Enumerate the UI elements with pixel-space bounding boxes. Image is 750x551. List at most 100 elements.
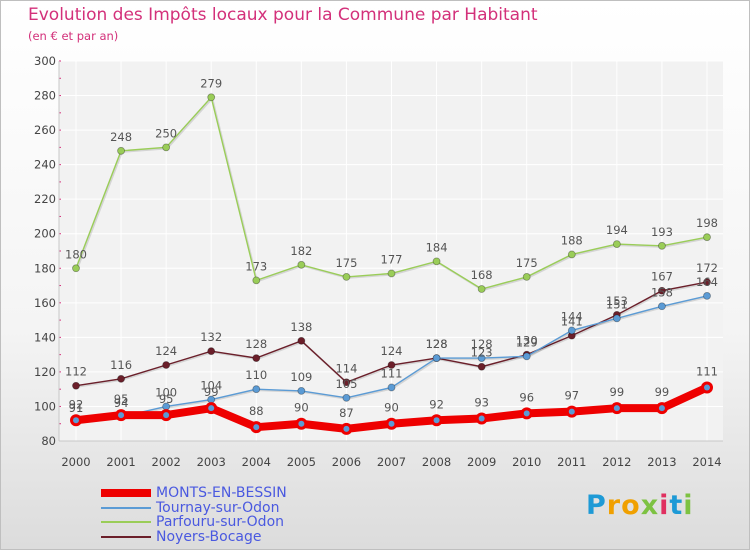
- data-label-3: 116: [110, 358, 132, 372]
- data-point-1: [252, 385, 261, 394]
- data-label-0: 99: [204, 385, 219, 399]
- data-label-2: 194: [606, 223, 628, 237]
- data-point-inner-0: [568, 408, 575, 415]
- logo-letter: P: [586, 490, 607, 521]
- data-point-3: [658, 286, 666, 295]
- data-point-2: [432, 257, 441, 266]
- data-point-2: [522, 273, 531, 281]
- data-point-3: [387, 361, 396, 369]
- x-tick-label: 2000: [61, 455, 90, 469]
- chart-title: Evolution des Impôts locaux pour la Comm…: [28, 5, 538, 25]
- data-point-inner-0: [613, 405, 620, 412]
- data-label-0: 90: [294, 401, 309, 415]
- data-point-2: [117, 146, 125, 155]
- chart-legend: MONTS-EN-BESSIN Tournay-sur-Odon Parfouru-…: [101, 486, 287, 544]
- x-tick-label: 2007: [377, 455, 406, 469]
- legend-swatch: [101, 489, 151, 498]
- data-label-3: 153: [606, 294, 628, 308]
- y-tick-label: 160: [34, 296, 56, 310]
- data-label-2: 175: [335, 256, 357, 270]
- data-point-2: [612, 240, 621, 248]
- data-point-inner-0: [388, 420, 395, 427]
- data-label-3: 132: [200, 330, 222, 344]
- data-label-3: 167: [651, 270, 673, 284]
- x-tick-label: 2004: [242, 455, 271, 469]
- data-label-0: 92: [69, 397, 84, 411]
- legend-label: Tournay-sur-Odon: [156, 499, 280, 516]
- data-label-2: 248: [110, 130, 132, 144]
- data-label-3: 138: [290, 320, 312, 334]
- data-label-0: 93: [474, 396, 489, 410]
- data-point-2: [72, 264, 80, 273]
- data-point-inner-0: [73, 417, 79, 424]
- x-tick-label: 2011: [557, 455, 586, 469]
- y-tick-label: 180: [34, 261, 56, 275]
- data-label-3: 124: [381, 344, 403, 358]
- data-label-3: 124: [155, 344, 177, 358]
- data-label-1: 144: [561, 309, 583, 323]
- legend-label: Noyers-Bocage: [156, 528, 262, 545]
- legend-item: MONTS-EN-BESSIN: [101, 486, 287, 501]
- data-label-3: 130: [516, 334, 538, 348]
- data-label-2: 193: [651, 225, 673, 239]
- data-label-2: 184: [426, 240, 448, 254]
- data-point-1: [477, 354, 486, 362]
- data-point-2: [162, 143, 171, 152]
- chart-subtitle: (en € et par an): [28, 29, 119, 43]
- data-point-inner-0: [478, 415, 485, 422]
- y-tick-label: 220: [34, 192, 56, 206]
- data-label-1: 94: [114, 396, 129, 410]
- data-label-3: 172: [696, 261, 718, 275]
- logo-letter: o: [621, 490, 641, 521]
- data-label-3: 128: [426, 337, 448, 351]
- data-label-0: 97: [564, 389, 579, 403]
- x-tick-label: 2001: [106, 455, 135, 469]
- x-tick-label: 2012: [602, 455, 631, 469]
- data-label-2: 173: [245, 259, 267, 273]
- data-point-inner-0: [208, 405, 215, 412]
- data-label-3: 128: [245, 337, 267, 351]
- y-tick-label: 260: [34, 123, 56, 137]
- y-tick-label: 120: [34, 365, 56, 379]
- data-label-1: 110: [245, 368, 267, 382]
- data-label-1: 129: [516, 335, 538, 349]
- y-tick-label: 100: [34, 399, 56, 413]
- data-point-1: [432, 354, 441, 362]
- logo-letter: i: [659, 490, 670, 521]
- data-label-1: 105: [335, 377, 357, 391]
- data-point-2: [252, 276, 261, 285]
- data-label-2: 168: [471, 268, 493, 282]
- data-label-2: 175: [516, 256, 538, 270]
- data-label-2: 180: [65, 247, 87, 261]
- data-point-2: [387, 269, 396, 278]
- data-label-1: 164: [696, 275, 718, 289]
- data-label-0: 90: [384, 401, 399, 415]
- data-label-1: 158: [651, 285, 673, 299]
- data-point-2: [207, 93, 216, 102]
- logo-letter: x: [640, 490, 660, 521]
- data-point-inner-0: [658, 405, 665, 412]
- data-point-inner-0: [523, 410, 530, 417]
- data-label-2: 182: [290, 244, 312, 258]
- x-tick-label: 2008: [422, 455, 451, 469]
- data-point-3: [207, 347, 216, 356]
- legend-swatch: [101, 521, 151, 524]
- data-label-1: 111: [381, 366, 403, 380]
- data-point-inner-0: [433, 417, 440, 424]
- y-tick-label: 240: [34, 158, 56, 172]
- data-point-1: [612, 314, 621, 323]
- data-label-0: 96: [519, 390, 534, 404]
- data-label-0: 95: [114, 392, 129, 406]
- data-label-1: 128: [471, 337, 493, 351]
- data-label-2: 188: [561, 233, 583, 247]
- data-label-0: 95: [159, 392, 174, 406]
- data-point-1: [658, 302, 666, 311]
- logo-letter: r: [606, 490, 622, 521]
- data-point-inner-0: [118, 412, 125, 419]
- data-label-1: 151: [606, 297, 628, 311]
- data-label-2: 177: [381, 252, 403, 266]
- data-label-2: 198: [696, 216, 718, 230]
